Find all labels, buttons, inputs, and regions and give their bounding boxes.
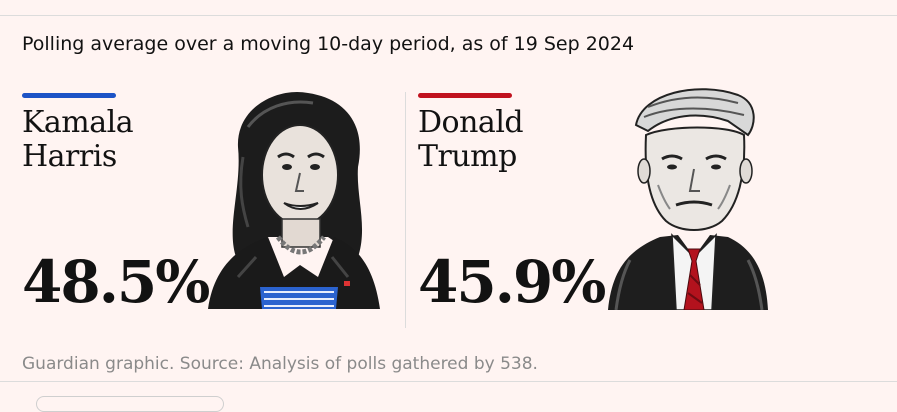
harris-percentage: 48.5%: [22, 248, 210, 316]
source-note: Guardian graphic. Source: Analysis of po…: [22, 354, 538, 374]
harris-name: Kamala Harris: [22, 105, 134, 174]
bottom-rule: [0, 381, 897, 382]
trump-first-name: Donald: [418, 105, 524, 140]
trump-last-name: Trump: [418, 139, 517, 174]
candidate-panel-trump: Donald Trump 45.9%: [418, 88, 798, 330]
harris-first-name: Kamala: [22, 105, 134, 140]
trump-name: Donald Trump: [418, 105, 524, 174]
harris-last-name: Harris: [22, 139, 117, 174]
chart-subtitle: Polling average over a moving 10-day per…: [22, 33, 635, 55]
partial-button-outline: [36, 396, 224, 412]
panel-divider: [405, 92, 406, 328]
candidate-panel-harris: Kamala Harris 48.5%: [22, 90, 402, 330]
harris-color-bar: [22, 93, 116, 98]
trump-percentage: 45.9%: [418, 248, 606, 316]
top-rule: [0, 15, 897, 16]
trump-color-bar: [418, 93, 512, 98]
harris-portrait: [208, 91, 380, 309]
trump-portrait: [608, 88, 768, 310]
